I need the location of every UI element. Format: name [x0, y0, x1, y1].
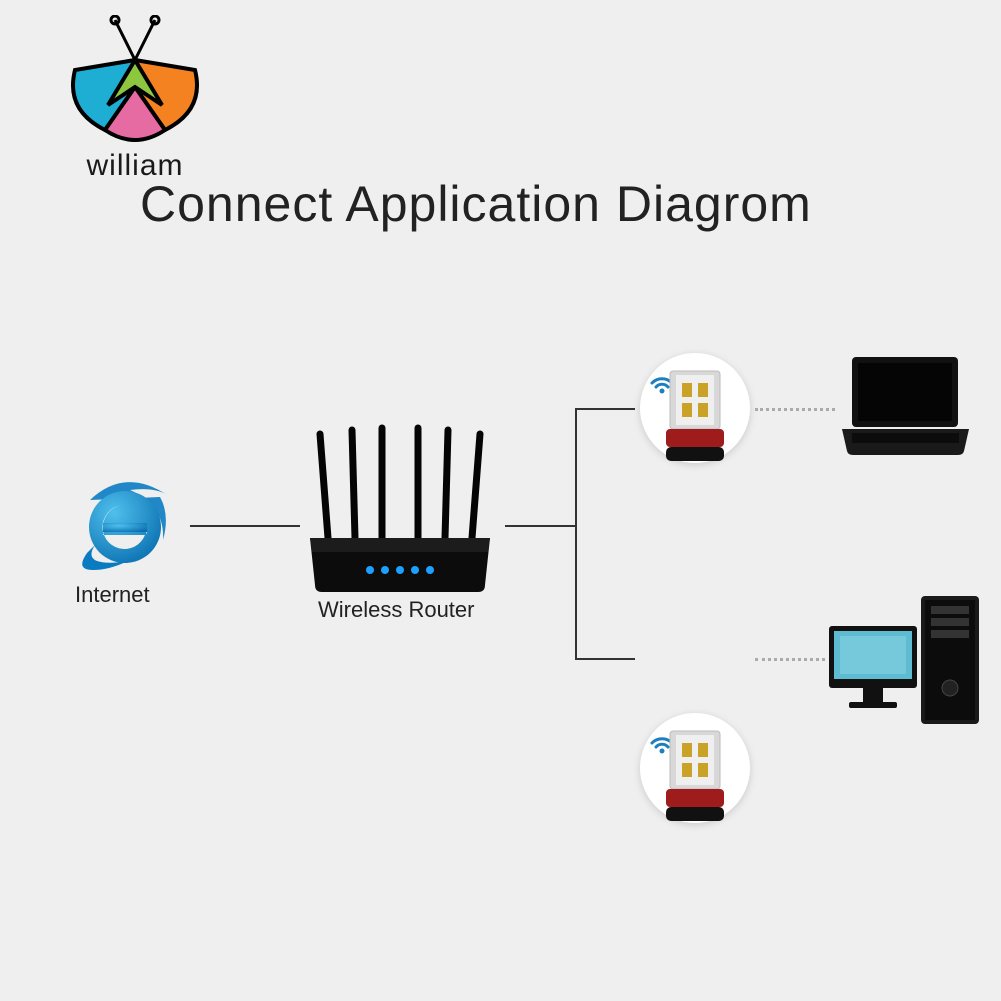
butterfly-icon	[60, 15, 210, 145]
usb-wifi-adapter-icon	[640, 713, 750, 823]
wireless-router-icon	[300, 420, 500, 595]
desktop-pc-icon	[825, 588, 985, 733]
internet-label: Internet	[75, 582, 150, 608]
edge-internet-router	[190, 525, 300, 527]
brand-logo: william	[60, 15, 210, 183]
usb-adapter-top	[640, 353, 750, 463]
router-label: Wireless Router	[318, 597, 474, 623]
internet-explorer-icon	[75, 475, 175, 575]
edge-split-top	[575, 408, 635, 410]
laptop-node	[838, 353, 973, 463]
edge-split-bottom	[575, 658, 635, 660]
edge-usb-laptop	[755, 408, 835, 411]
edge-usb-desktop	[755, 658, 825, 661]
internet-node	[75, 475, 175, 580]
edge-router-split	[505, 525, 575, 527]
usb-adapter-bottom	[640, 713, 750, 823]
desktop-node	[825, 588, 985, 738]
page-title: Connect Application Diagrom	[140, 175, 812, 233]
usb-wifi-adapter-icon	[640, 353, 750, 463]
edge-split-vertical	[575, 408, 577, 660]
router-node	[300, 420, 480, 580]
laptop-icon	[838, 353, 973, 458]
